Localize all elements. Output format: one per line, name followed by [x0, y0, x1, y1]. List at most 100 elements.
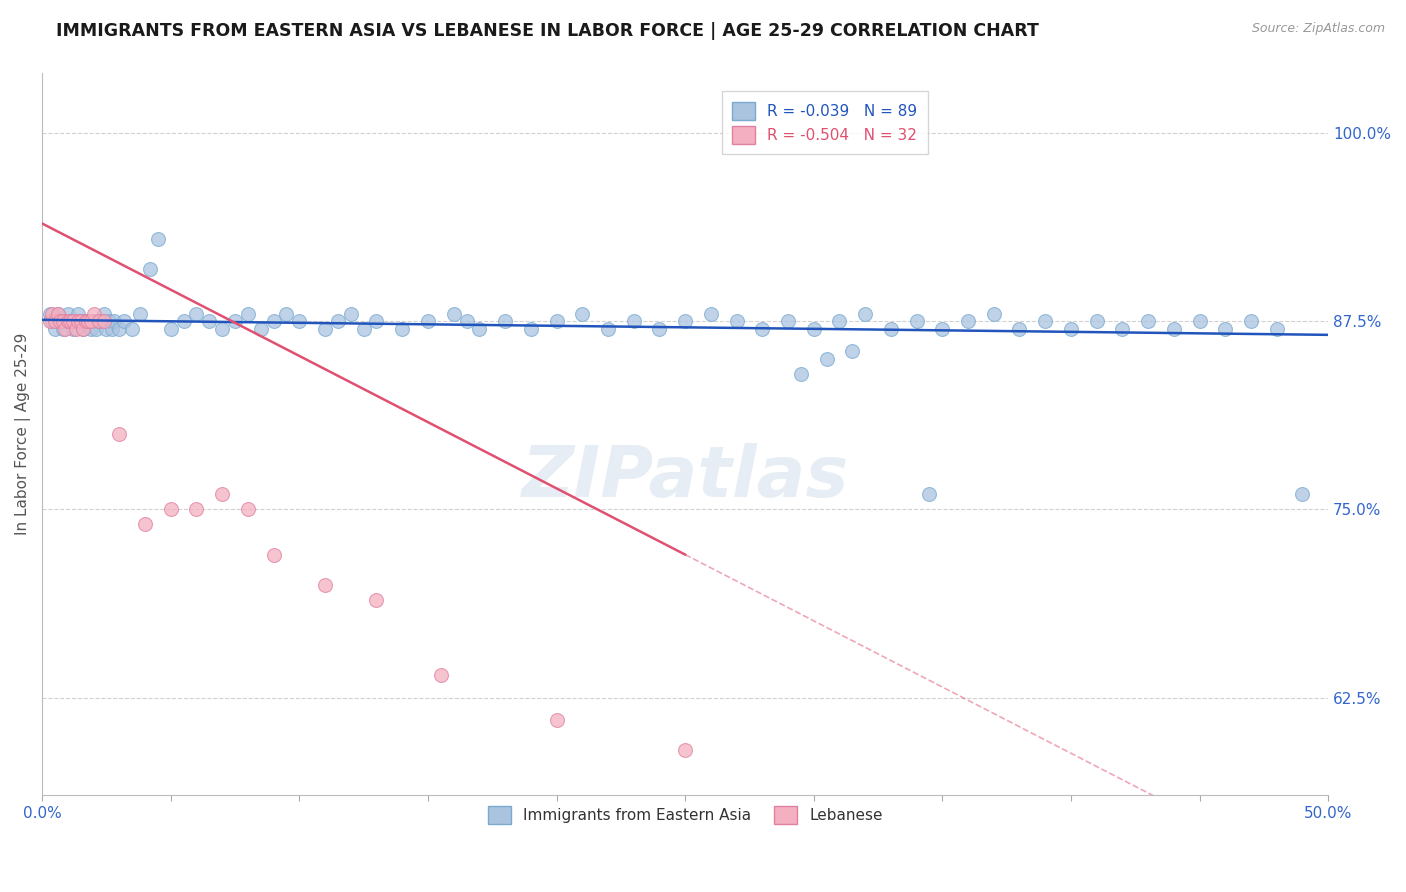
Point	[67, 307, 90, 321]
Point	[815, 351, 838, 366]
Point	[880, 322, 903, 336]
Point	[98, 314, 121, 328]
Point	[288, 314, 311, 328]
Point	[87, 314, 110, 328]
Point	[339, 307, 361, 321]
Legend: Immigrants from Eastern Asia, Lebanese: Immigrants from Eastern Asia, Lebanese	[477, 796, 893, 835]
Point	[429, 668, 451, 682]
Point	[83, 314, 105, 328]
Text: Source: ZipAtlas.com: Source: ZipAtlas.com	[1251, 22, 1385, 36]
Point	[198, 314, 221, 328]
Point	[853, 307, 876, 321]
Point	[80, 314, 103, 328]
Point	[53, 314, 76, 328]
Point	[211, 322, 233, 336]
Point	[1240, 314, 1263, 328]
Point	[1033, 314, 1056, 328]
Point	[62, 322, 84, 336]
Point	[46, 307, 69, 321]
Point	[108, 322, 131, 336]
Point	[77, 314, 100, 328]
Point	[957, 314, 980, 328]
Point	[75, 314, 97, 328]
Point	[456, 314, 478, 328]
Point	[931, 322, 953, 336]
Point	[905, 314, 928, 328]
Point	[700, 307, 723, 321]
Point	[134, 517, 156, 532]
Point	[249, 322, 271, 336]
Point	[93, 307, 115, 321]
Point	[918, 487, 941, 501]
Point	[263, 314, 285, 328]
Point	[673, 743, 696, 757]
Point	[38, 307, 60, 321]
Point	[1265, 322, 1288, 336]
Point	[186, 307, 208, 321]
Point	[211, 487, 233, 501]
Point	[173, 314, 195, 328]
Point	[391, 322, 413, 336]
Text: IMMIGRANTS FROM EASTERN ASIA VS LEBANESE IN LABOR FORCE | AGE 25-29 CORRELATION : IMMIGRANTS FROM EASTERN ASIA VS LEBANESE…	[56, 22, 1039, 40]
Point	[121, 322, 143, 336]
Point	[546, 314, 568, 328]
Point	[112, 314, 135, 328]
Point	[96, 322, 118, 336]
Point	[1085, 314, 1108, 328]
Point	[65, 322, 87, 336]
Point	[52, 314, 75, 328]
Point	[1008, 322, 1031, 336]
Point	[494, 314, 516, 328]
Point	[790, 367, 813, 381]
Point	[1163, 322, 1185, 336]
Point	[62, 314, 84, 328]
Point	[353, 322, 375, 336]
Point	[87, 314, 110, 328]
Point	[648, 322, 671, 336]
Point	[69, 314, 91, 328]
Point	[83, 307, 105, 321]
Y-axis label: In Labor Force | Age 25-29: In Labor Force | Age 25-29	[15, 333, 31, 535]
Point	[139, 261, 162, 276]
Point	[224, 314, 246, 328]
Point	[67, 314, 90, 328]
Point	[56, 307, 79, 321]
Point	[596, 322, 619, 336]
Point	[65, 314, 87, 328]
Point	[571, 307, 593, 321]
Point	[93, 314, 115, 328]
Point	[53, 322, 76, 336]
Point	[673, 314, 696, 328]
Point	[146, 231, 169, 245]
Point	[72, 322, 94, 336]
Point	[1060, 322, 1083, 336]
Point	[983, 307, 1005, 321]
Point	[90, 314, 112, 328]
Point	[159, 322, 181, 336]
Point	[546, 713, 568, 727]
Point	[520, 322, 543, 336]
Point	[1188, 314, 1211, 328]
Point	[128, 307, 150, 321]
Point	[59, 314, 82, 328]
Point	[263, 548, 285, 562]
Point	[80, 322, 103, 336]
Point	[108, 427, 131, 442]
Point	[366, 314, 388, 328]
Point	[1213, 322, 1236, 336]
Point	[38, 314, 60, 328]
Point	[1111, 322, 1133, 336]
Point	[776, 314, 799, 328]
Point	[41, 307, 63, 321]
Point	[59, 314, 82, 328]
Point	[46, 307, 69, 321]
Point	[314, 322, 336, 336]
Point	[1137, 314, 1160, 328]
Point	[77, 314, 100, 328]
Point	[41, 314, 63, 328]
Point	[314, 577, 336, 591]
Point	[52, 322, 75, 336]
Point	[276, 307, 298, 321]
Point	[468, 322, 491, 336]
Point	[159, 502, 181, 516]
